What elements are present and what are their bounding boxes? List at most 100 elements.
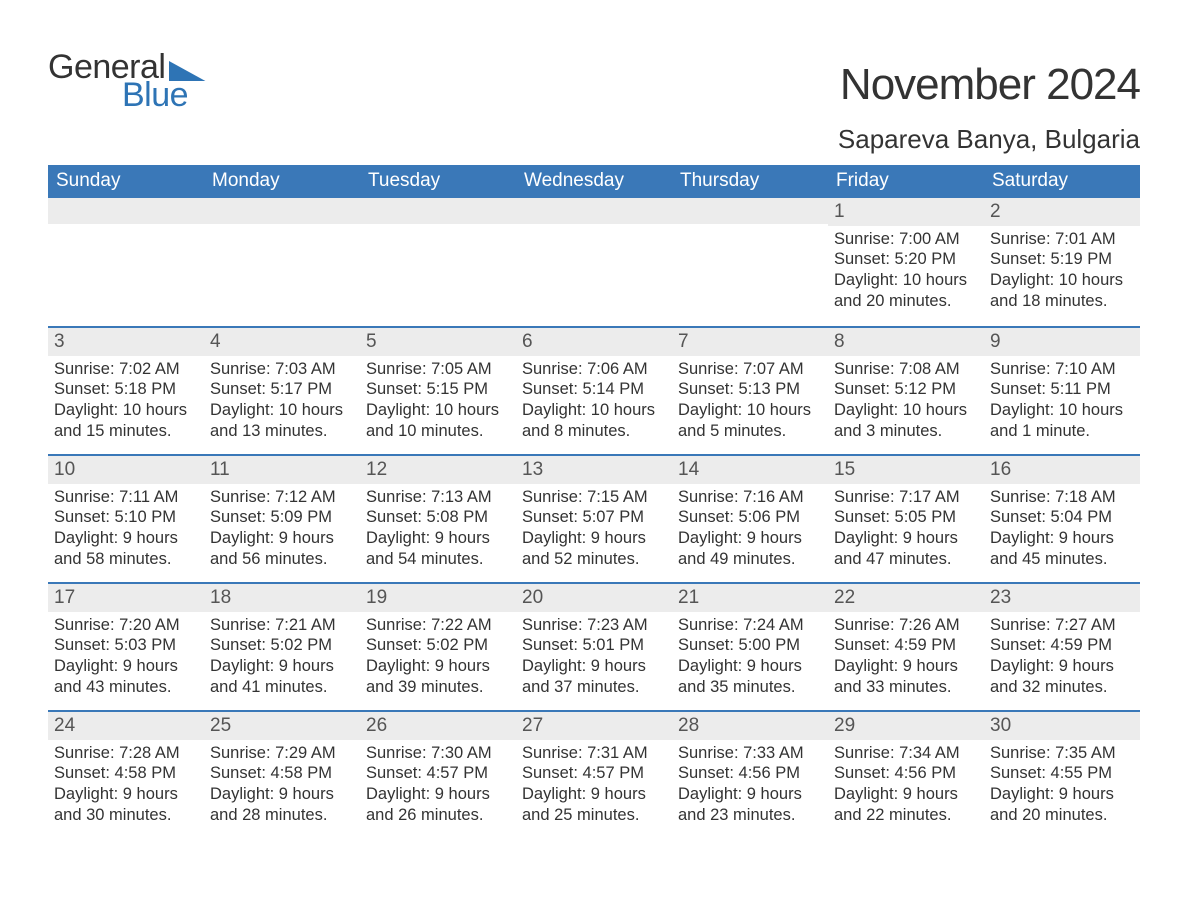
daylight-text: Daylight: 9 hours and 52 minutes. xyxy=(522,528,666,569)
day-number: 16 xyxy=(984,456,1140,484)
daylight-text: Daylight: 9 hours and 30 minutes. xyxy=(54,784,198,825)
calendar-day xyxy=(360,198,516,326)
weekday-header: Saturday xyxy=(984,165,1140,198)
day-details: Sunrise: 7:20 AMSunset: 5:03 PMDaylight:… xyxy=(48,612,204,708)
weekday-header: Monday xyxy=(204,165,360,198)
day-number: 1 xyxy=(828,198,984,226)
sunset-text: Sunset: 5:13 PM xyxy=(678,379,822,400)
day-details: Sunrise: 7:27 AMSunset: 4:59 PMDaylight:… xyxy=(984,612,1140,708)
title-block: November 2024 Sapareva Banya, Bulgaria xyxy=(838,20,1140,155)
sunset-text: Sunset: 5:17 PM xyxy=(210,379,354,400)
day-details: Sunrise: 7:17 AMSunset: 5:05 PMDaylight:… xyxy=(828,484,984,580)
daylight-text: Daylight: 10 hours and 10 minutes. xyxy=(366,400,510,441)
sunset-text: Sunset: 5:07 PM xyxy=(522,507,666,528)
day-number: 18 xyxy=(204,584,360,612)
daylight-text: Daylight: 9 hours and 39 minutes. xyxy=(366,656,510,697)
calendar-day: 12Sunrise: 7:13 AMSunset: 5:08 PMDayligh… xyxy=(360,456,516,582)
daylight-text: Daylight: 9 hours and 32 minutes. xyxy=(990,656,1134,697)
sunset-text: Sunset: 5:02 PM xyxy=(210,635,354,656)
calendar-day: 15Sunrise: 7:17 AMSunset: 5:05 PMDayligh… xyxy=(828,456,984,582)
day-number: 4 xyxy=(204,328,360,356)
sunrise-text: Sunrise: 7:18 AM xyxy=(990,487,1134,508)
sunset-text: Sunset: 5:20 PM xyxy=(834,249,978,270)
sunset-text: Sunset: 4:59 PM xyxy=(990,635,1134,656)
calendar-day: 2Sunrise: 7:01 AMSunset: 5:19 PMDaylight… xyxy=(984,198,1140,326)
daylight-text: Daylight: 9 hours and 43 minutes. xyxy=(54,656,198,697)
day-details: Sunrise: 7:00 AMSunset: 5:20 PMDaylight:… xyxy=(828,226,984,322)
day-number: 13 xyxy=(516,456,672,484)
sunset-text: Sunset: 4:58 PM xyxy=(54,763,198,784)
day-details: Sunrise: 7:07 AMSunset: 5:13 PMDaylight:… xyxy=(672,356,828,452)
day-number: 27 xyxy=(516,712,672,740)
brand-triangle-icon xyxy=(169,61,205,81)
sunset-text: Sunset: 4:59 PM xyxy=(834,635,978,656)
daylight-text: Daylight: 10 hours and 1 minute. xyxy=(990,400,1134,441)
day-details: Sunrise: 7:24 AMSunset: 5:00 PMDaylight:… xyxy=(672,612,828,708)
daylight-text: Daylight: 9 hours and 26 minutes. xyxy=(366,784,510,825)
sunrise-text: Sunrise: 7:11 AM xyxy=(54,487,198,508)
header: General Blue November 2024 Sapareva Bany… xyxy=(48,20,1140,155)
day-number: 28 xyxy=(672,712,828,740)
day-details: Sunrise: 7:22 AMSunset: 5:02 PMDaylight:… xyxy=(360,612,516,708)
daylight-text: Daylight: 10 hours and 15 minutes. xyxy=(54,400,198,441)
sunset-text: Sunset: 4:56 PM xyxy=(678,763,822,784)
sunset-text: Sunset: 5:14 PM xyxy=(522,379,666,400)
calendar-day: 22Sunrise: 7:26 AMSunset: 4:59 PMDayligh… xyxy=(828,584,984,710)
day-details: Sunrise: 7:31 AMSunset: 4:57 PMDaylight:… xyxy=(516,740,672,836)
day-details: Sunrise: 7:01 AMSunset: 5:19 PMDaylight:… xyxy=(984,226,1140,322)
day-details: Sunrise: 7:11 AMSunset: 5:10 PMDaylight:… xyxy=(48,484,204,580)
day-details: Sunrise: 7:15 AMSunset: 5:07 PMDaylight:… xyxy=(516,484,672,580)
calendar-week: 10Sunrise: 7:11 AMSunset: 5:10 PMDayligh… xyxy=(48,454,1140,582)
daylight-text: Daylight: 9 hours and 56 minutes. xyxy=(210,528,354,569)
calendar-day: 20Sunrise: 7:23 AMSunset: 5:01 PMDayligh… xyxy=(516,584,672,710)
sunset-text: Sunset: 5:18 PM xyxy=(54,379,198,400)
calendar-week: 3Sunrise: 7:02 AMSunset: 5:18 PMDaylight… xyxy=(48,326,1140,454)
day-number: 9 xyxy=(984,328,1140,356)
calendar-day: 24Sunrise: 7:28 AMSunset: 4:58 PMDayligh… xyxy=(48,712,204,838)
daylight-text: Daylight: 9 hours and 37 minutes. xyxy=(522,656,666,697)
calendar: SundayMondayTuesdayWednesdayThursdayFrid… xyxy=(48,165,1140,838)
calendar-day: 6Sunrise: 7:06 AMSunset: 5:14 PMDaylight… xyxy=(516,328,672,454)
day-number: 21 xyxy=(672,584,828,612)
sunset-text: Sunset: 4:55 PM xyxy=(990,763,1134,784)
weekday-header: Tuesday xyxy=(360,165,516,198)
day-details: Sunrise: 7:13 AMSunset: 5:08 PMDaylight:… xyxy=(360,484,516,580)
day-details: Sunrise: 7:16 AMSunset: 5:06 PMDaylight:… xyxy=(672,484,828,580)
day-number xyxy=(516,198,672,224)
day-number: 7 xyxy=(672,328,828,356)
daylight-text: Daylight: 9 hours and 47 minutes. xyxy=(834,528,978,569)
calendar-day xyxy=(672,198,828,326)
day-details: Sunrise: 7:18 AMSunset: 5:04 PMDaylight:… xyxy=(984,484,1140,580)
sunset-text: Sunset: 5:15 PM xyxy=(366,379,510,400)
sunrise-text: Sunrise: 7:10 AM xyxy=(990,359,1134,380)
day-number: 11 xyxy=(204,456,360,484)
calendar-day xyxy=(516,198,672,326)
day-details: Sunrise: 7:06 AMSunset: 5:14 PMDaylight:… xyxy=(516,356,672,452)
day-number xyxy=(360,198,516,224)
daylight-text: Daylight: 9 hours and 54 minutes. xyxy=(366,528,510,569)
calendar-week: 17Sunrise: 7:20 AMSunset: 5:03 PMDayligh… xyxy=(48,582,1140,710)
daylight-text: Daylight: 9 hours and 22 minutes. xyxy=(834,784,978,825)
page-title: November 2024 xyxy=(838,60,1140,110)
sunrise-text: Sunrise: 7:17 AM xyxy=(834,487,978,508)
calendar-day: 27Sunrise: 7:31 AMSunset: 4:57 PMDayligh… xyxy=(516,712,672,838)
daylight-text: Daylight: 9 hours and 41 minutes. xyxy=(210,656,354,697)
daylight-text: Daylight: 9 hours and 45 minutes. xyxy=(990,528,1134,569)
day-number: 6 xyxy=(516,328,672,356)
calendar-day: 9Sunrise: 7:10 AMSunset: 5:11 PMDaylight… xyxy=(984,328,1140,454)
day-details: Sunrise: 7:08 AMSunset: 5:12 PMDaylight:… xyxy=(828,356,984,452)
sunrise-text: Sunrise: 7:05 AM xyxy=(366,359,510,380)
daylight-text: Daylight: 9 hours and 33 minutes. xyxy=(834,656,978,697)
daylight-text: Daylight: 9 hours and 49 minutes. xyxy=(678,528,822,569)
sunrise-text: Sunrise: 7:16 AM xyxy=(678,487,822,508)
sunrise-text: Sunrise: 7:22 AM xyxy=(366,615,510,636)
daylight-text: Daylight: 9 hours and 20 minutes. xyxy=(990,784,1134,825)
calendar-day: 13Sunrise: 7:15 AMSunset: 5:07 PMDayligh… xyxy=(516,456,672,582)
calendar-day: 1Sunrise: 7:00 AMSunset: 5:20 PMDaylight… xyxy=(828,198,984,326)
sunset-text: Sunset: 5:08 PM xyxy=(366,507,510,528)
daylight-text: Daylight: 9 hours and 28 minutes. xyxy=(210,784,354,825)
calendar-week: 1Sunrise: 7:00 AMSunset: 5:20 PMDaylight… xyxy=(48,198,1140,326)
day-number: 14 xyxy=(672,456,828,484)
sunset-text: Sunset: 5:04 PM xyxy=(990,507,1134,528)
daylight-text: Daylight: 10 hours and 13 minutes. xyxy=(210,400,354,441)
